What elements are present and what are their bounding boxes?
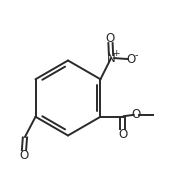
Text: O: O — [19, 149, 29, 162]
Text: -: - — [134, 50, 138, 60]
Text: O: O — [118, 128, 127, 141]
Text: O: O — [106, 32, 115, 45]
Text: O: O — [132, 108, 141, 121]
Text: +: + — [113, 49, 120, 58]
Text: N: N — [107, 52, 116, 65]
Text: O: O — [127, 53, 136, 65]
